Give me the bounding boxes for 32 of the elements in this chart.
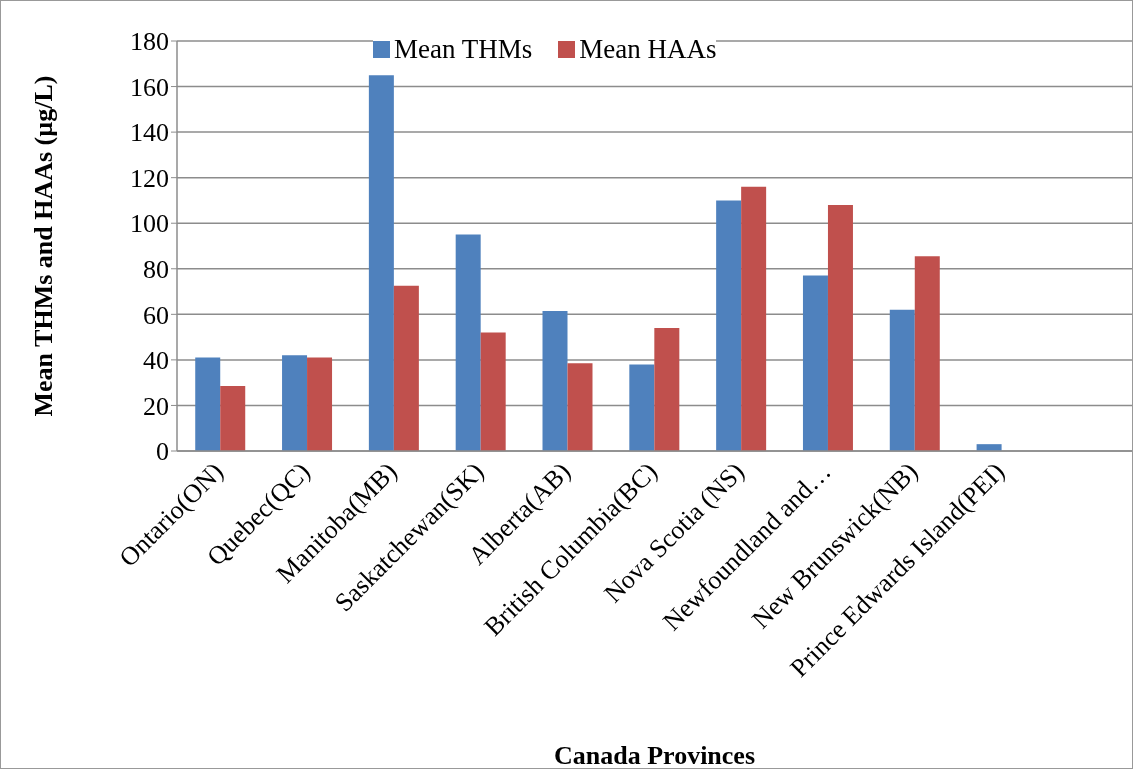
bar (827, 205, 853, 451)
bar (741, 186, 767, 451)
y-tick-label: 120 (130, 163, 169, 193)
bar (195, 357, 221, 451)
bar (282, 355, 308, 451)
bar (455, 234, 481, 451)
y-tick-label: 80 (143, 255, 169, 285)
y-tick-label: 0 (156, 437, 169, 467)
bar (307, 357, 333, 451)
legend-label: Mean HAAs (579, 34, 717, 64)
bar (480, 332, 506, 451)
y-tick-label: 60 (143, 300, 169, 330)
y-tick-label: 140 (130, 118, 169, 148)
bar (716, 200, 742, 451)
y-tick-label: 160 (130, 72, 169, 102)
y-axis-title: Mean THMs and HAAs (µg/L) (29, 75, 59, 417)
bar (220, 386, 246, 451)
y-tick-label: 40 (143, 346, 169, 376)
y-tick-label: 100 (130, 209, 169, 239)
x-axis-title: Canada Provinces (553, 741, 756, 769)
bar (889, 309, 915, 451)
y-tick-label: 20 (143, 391, 169, 421)
legend-label: Mean THMs (394, 34, 533, 64)
bar (368, 75, 394, 451)
bar (393, 285, 419, 451)
bar (542, 310, 568, 451)
bar (629, 364, 655, 451)
bar (914, 256, 940, 451)
y-tick-label: 180 (130, 27, 169, 57)
bar (567, 363, 593, 451)
bar (654, 328, 680, 451)
bar (802, 275, 828, 451)
